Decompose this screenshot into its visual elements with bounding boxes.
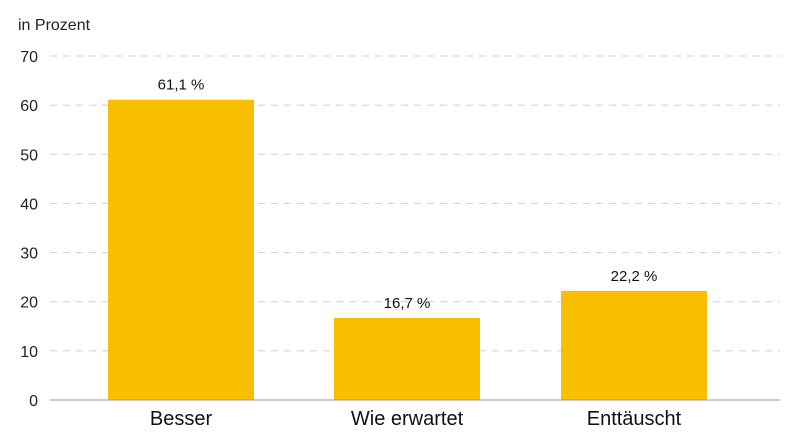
- y-tick-label: 50: [20, 147, 38, 164]
- y-tick-label: 0: [29, 393, 38, 410]
- bar-value-label: 16,7 %: [384, 295, 431, 312]
- y-tick-label: 10: [20, 344, 38, 361]
- bar-value-label: 22,2 %: [611, 268, 658, 285]
- x-category-label: Wie erwartet: [351, 408, 464, 430]
- x-category-label: Enttäuscht: [587, 408, 682, 430]
- x-category-label: Besser: [150, 408, 213, 430]
- y-tick-label: 20: [20, 295, 38, 312]
- y-axis-unit-label: in Prozent: [18, 17, 91, 34]
- bar-value-label: 61,1 %: [158, 77, 205, 94]
- y-tick-label: 30: [20, 246, 38, 263]
- bar-besser: [108, 99, 254, 400]
- data-labels: 61,1 % 16,7 % 22,2 %: [158, 77, 658, 312]
- category-labels: Besser Wie erwartet Enttäuscht: [150, 408, 682, 430]
- bar-entt-uscht: [561, 290, 707, 400]
- y-tick-label: 60: [20, 98, 38, 115]
- bars: [108, 99, 707, 400]
- bar-wie-erwartet: [334, 317, 480, 400]
- y-tick-label: 40: [20, 196, 38, 213]
- y-tick-label: 70: [20, 49, 38, 66]
- y-axis-ticks: 0 10 20 30 40 50 60 70: [20, 49, 38, 410]
